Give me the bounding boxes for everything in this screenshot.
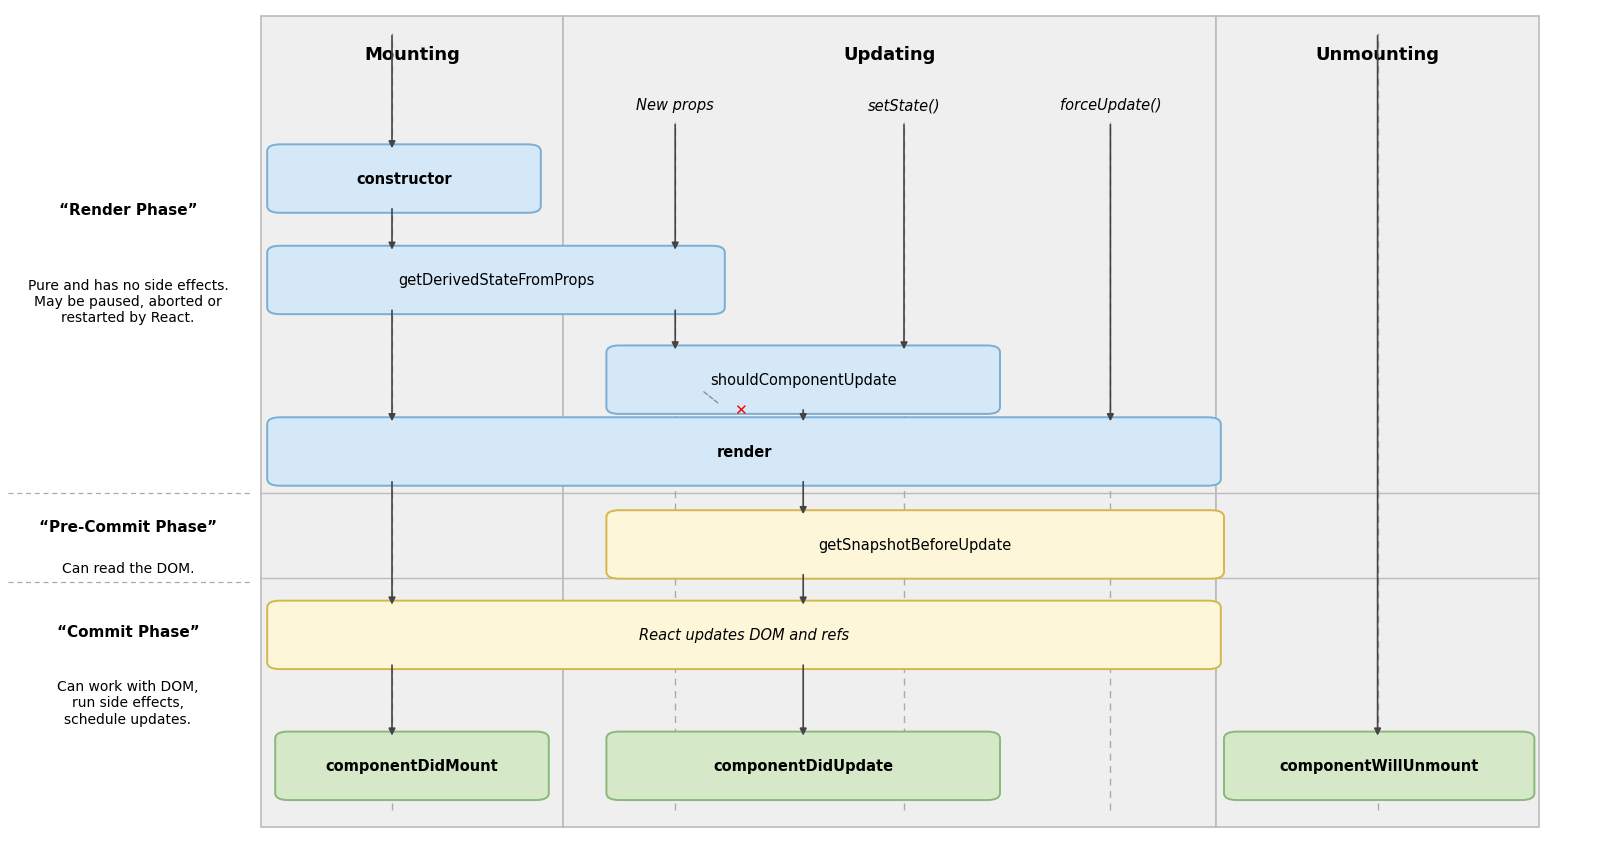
Text: Mounting: Mounting	[365, 46, 459, 64]
Text: getSnapshotBeforeUpdate: getSnapshotBeforeUpdate	[819, 538, 1011, 552]
Text: Can read the DOM.: Can read the DOM.	[62, 561, 194, 576]
FancyBboxPatch shape	[275, 732, 549, 800]
Text: componentWillUnmount: componentWillUnmount	[1280, 759, 1478, 773]
Text: Unmounting: Unmounting	[1315, 46, 1440, 64]
Text: render: render	[717, 445, 771, 459]
Text: New props: New props	[637, 98, 714, 113]
Bar	[563, 17, 1216, 827]
Text: “Pre-Commit Phase”: “Pre-Commit Phase”	[38, 519, 218, 534]
FancyBboxPatch shape	[1224, 732, 1534, 800]
Text: “Render Phase”: “Render Phase”	[59, 203, 197, 218]
Text: “Commit Phase”: “Commit Phase”	[56, 625, 200, 640]
FancyBboxPatch shape	[267, 418, 1221, 486]
Text: React updates DOM and refs: React updates DOM and refs	[638, 628, 850, 642]
Text: componentDidMount: componentDidMount	[326, 759, 498, 773]
FancyBboxPatch shape	[267, 601, 1221, 669]
FancyBboxPatch shape	[606, 346, 1000, 414]
Text: shouldComponentUpdate: shouldComponentUpdate	[710, 373, 896, 387]
Text: constructor: constructor	[357, 172, 451, 187]
FancyBboxPatch shape	[267, 145, 541, 214]
Text: Pure and has no side effects.
May be paused, aborted or
restarted by React.: Pure and has no side effects. May be pau…	[27, 279, 229, 325]
FancyBboxPatch shape	[606, 511, 1224, 579]
Text: Can work with DOM,
run side effects,
schedule updates.: Can work with DOM, run side effects, sch…	[58, 679, 198, 726]
FancyBboxPatch shape	[267, 246, 725, 315]
Text: Updating: Updating	[843, 46, 936, 64]
Text: ✕: ✕	[734, 403, 747, 418]
Text: setState(): setState()	[867, 98, 941, 113]
Text: getDerivedStateFromProps: getDerivedStateFromProps	[398, 273, 594, 288]
Bar	[1216, 17, 1539, 827]
Bar	[261, 17, 563, 827]
FancyBboxPatch shape	[606, 732, 1000, 800]
Text: forceUpdate(): forceUpdate()	[1059, 98, 1162, 113]
Text: componentDidUpdate: componentDidUpdate	[714, 759, 893, 773]
